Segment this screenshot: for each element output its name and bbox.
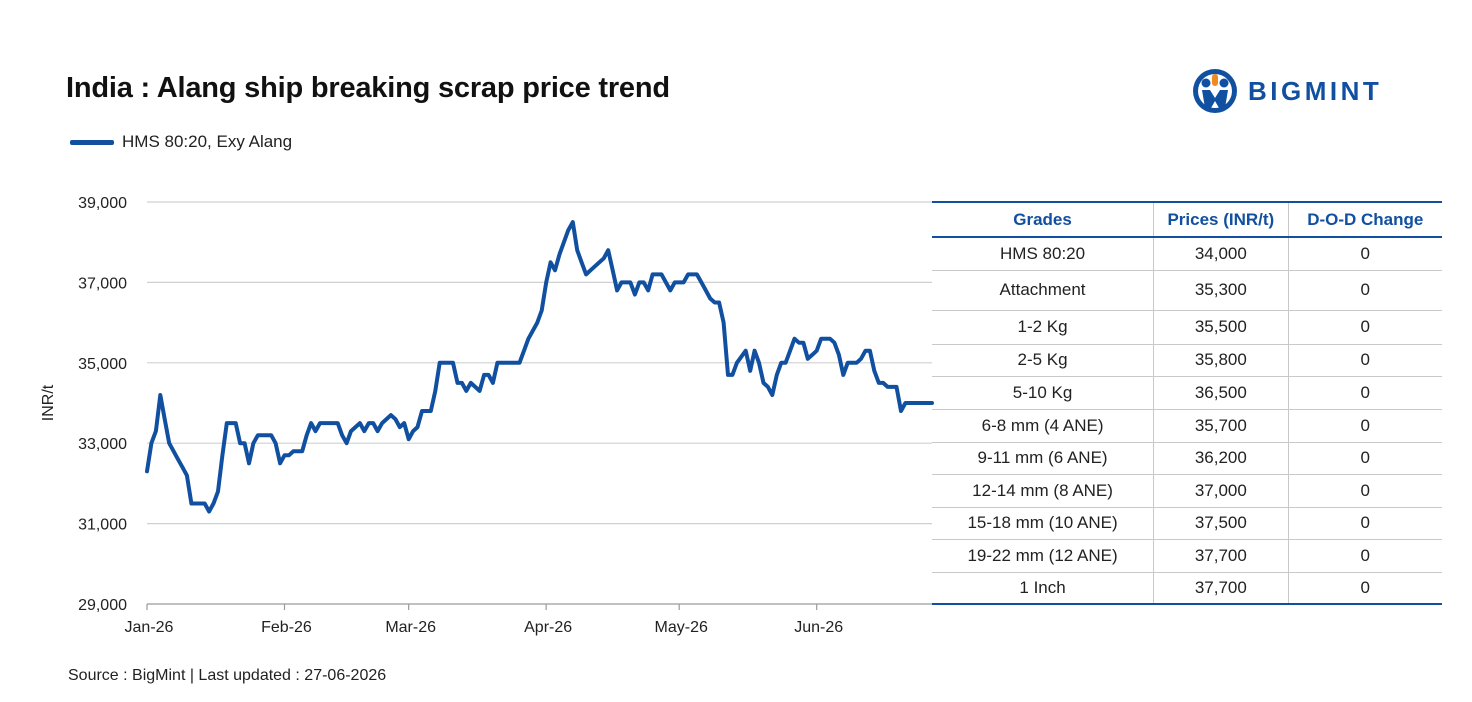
table-cell-grade: 5-10 Kg (932, 376, 1154, 410)
table-cell-grade: 1-2 Kg (932, 310, 1154, 345)
table-row: 6-8 mm (4 ANE) 35,700 0 (932, 409, 1442, 443)
table-cell-dod-change: 0 (1287, 409, 1442, 443)
table-cell-grade: HMS 80:20 (932, 237, 1154, 271)
table-cell-price: 37,700 (1153, 572, 1289, 605)
table-header-row: Grades Prices (INR/t) D-O-D Change (932, 201, 1442, 238)
x-tick-label: Mar-26 (385, 619, 436, 636)
series-layer (145, 220, 934, 514)
source-note: Source : BigMint | Last updated : 27-06-… (68, 667, 387, 684)
table-cell-grade: 12-14 mm (8 ANE) (932, 474, 1154, 508)
legend-swatch (70, 139, 114, 145)
x-tick-label: Jun-26 (794, 619, 843, 636)
chart-legend: HMS 80:20, Exy Alang (70, 132, 292, 152)
table-cell-price: 34,000 (1153, 237, 1289, 271)
y-axis-title: INR/t (40, 384, 57, 421)
table-cell-grade: 9-11 mm (6 ANE) (932, 442, 1154, 475)
table-cell-grade: Attachment (932, 270, 1154, 311)
table-row: 2-5 Kg 35,800 0 (932, 344, 1442, 377)
table-row: 1-2 Kg 35,500 0 (932, 310, 1442, 345)
table-row: 9-11 mm (6 ANE) 36,200 0 (932, 442, 1442, 475)
table-cell-price: 35,300 (1153, 270, 1289, 311)
table-cell-grade: 1 Inch (932, 572, 1154, 605)
x-tick-label: Apr-26 (524, 619, 572, 636)
y-tick-label: 29,000 (78, 597, 127, 614)
table-cell-dod-change: 0 (1287, 376, 1442, 410)
table-row: 19-22 mm (12 ANE) 37,700 0 (932, 539, 1442, 573)
table-cell-price: 35,700 (1153, 409, 1289, 443)
x-tick-label: May-26 (655, 619, 708, 636)
table-cell-dod-change: 0 (1287, 237, 1442, 271)
table-cell-grade: 15-18 mm (10 ANE) (932, 507, 1154, 540)
table-row: Attachment 35,300 0 (932, 270, 1442, 311)
bigmint-logo-text: BIGMINT (1248, 75, 1383, 106)
y-tick-label: 31,000 (78, 517, 127, 534)
chart-title: India : Alang ship breaking scrap price … (66, 72, 670, 104)
axes: 29,000 31,000 33,000 35,000 37,000 39,000 Jan-… (78, 195, 932, 636)
x-tick-label: Jan-26 (125, 619, 174, 636)
y-tick-label: 35,000 (78, 356, 127, 373)
table-row: 15-18 mm (10 ANE) 37,500 0 (932, 507, 1442, 540)
table-cell-grade: 6-8 mm (4 ANE) (932, 409, 1154, 443)
series-line-hms-80-20 (145, 220, 934, 514)
table-cell-dod-change: 0 (1287, 474, 1442, 508)
grades-price-table: Grades Prices (INR/t) D-O-D Change HMS 8… (932, 201, 1442, 605)
y-tick-label: 39,000 (78, 195, 127, 212)
table-cell-dod-change: 0 (1287, 310, 1442, 345)
table-header-prices: Prices (INR/t) (1153, 201, 1289, 238)
table-cell-dod-change: 0 (1287, 270, 1442, 311)
table-cell-dod-change: 0 (1287, 442, 1442, 475)
table-cell-price: 37,700 (1153, 539, 1289, 573)
table-header-grades: Grades (932, 201, 1154, 238)
y-tick-label: 37,000 (78, 275, 127, 292)
table-cell-price: 37,500 (1153, 507, 1289, 540)
table-cell-price: 36,200 (1153, 442, 1289, 475)
table-cell-dod-change: 0 (1287, 507, 1442, 540)
bigmint-logo: BIGMINT (1192, 68, 1382, 114)
y-tick-label: 33,000 (78, 436, 127, 453)
table-row: 1 Inch 37,700 0 (932, 572, 1442, 605)
table-cell-grade: 19-22 mm (12 ANE) (932, 539, 1154, 573)
table-row: 12-14 mm (8 ANE) 37,000 0 (932, 474, 1442, 508)
table-header-dod-change: D-O-D Change (1287, 201, 1442, 238)
x-tick-label: Feb-26 (261, 619, 312, 636)
table-cell-price: 37,000 (1153, 474, 1289, 508)
bigmint-logo-icon (1193, 69, 1237, 113)
table-cell-dod-change: 0 (1287, 539, 1442, 573)
table-row: HMS 80:20 34,000 0 (932, 237, 1442, 271)
table-cell-price: 36,500 (1153, 376, 1289, 410)
table-cell-price: 35,500 (1153, 310, 1289, 345)
grid-lines (147, 201, 932, 525)
table-cell-dod-change: 0 (1287, 572, 1442, 605)
table-cell-dod-change: 0 (1287, 344, 1442, 377)
legend-label: HMS 80:20, Exy Alang (122, 132, 293, 151)
table-row: 5-10 Kg 36,500 0 (932, 376, 1442, 410)
table-cell-grade: 2-5 Kg (932, 344, 1154, 377)
table-cell-price: 35,800 (1153, 344, 1289, 377)
